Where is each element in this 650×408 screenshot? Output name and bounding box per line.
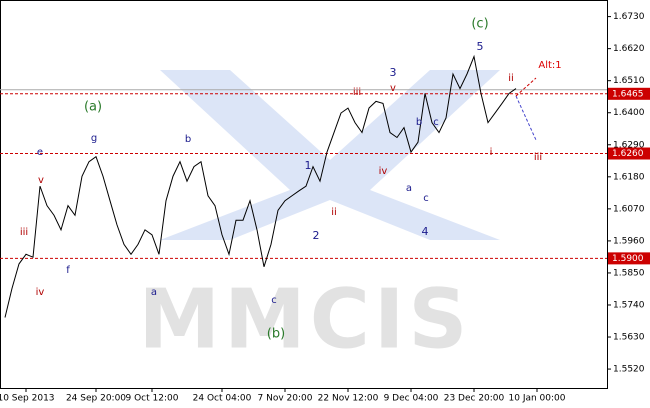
y-tick-label: 1.6510 — [613, 76, 645, 86]
wave-label: c — [271, 295, 277, 306]
wave-label: 4 — [422, 225, 429, 238]
wave-label: f — [66, 265, 70, 276]
watermark: MMCIS — [139, 272, 472, 367]
wave-label: iii — [353, 87, 361, 98]
price-line — [4, 54, 517, 318]
wave-label: 2 — [313, 229, 320, 242]
y-tick-label: 1.6400 — [613, 108, 645, 118]
wave-label: (c) — [471, 17, 488, 32]
y-tick-label: 1.6290 — [613, 140, 645, 150]
wave-label: iii — [20, 227, 28, 238]
wave-label: a — [151, 287, 157, 298]
level-label: 1.6465 — [612, 89, 644, 99]
wave-label: iii — [534, 152, 542, 163]
y-tick-label: 1.5630 — [613, 333, 645, 343]
level-box — [608, 252, 650, 265]
wave-label: c — [423, 193, 429, 204]
y-tick-label: 1.5850 — [613, 268, 645, 278]
wave-label: 1 — [305, 159, 312, 172]
x-tick-label: 22 Nov 12:00 — [318, 394, 379, 404]
y-tick-label: 1.5740 — [613, 300, 645, 310]
y-tick-label: 1.6070 — [613, 204, 645, 214]
y-tick-label: 1.6620 — [613, 44, 645, 54]
wave-label: g — [91, 133, 97, 144]
wave-label: Alt:1 — [538, 60, 561, 71]
level-label: 1.5900 — [612, 254, 644, 264]
logo — [160, 70, 500, 240]
wave-label: iv — [36, 287, 45, 298]
wave-label: b — [185, 134, 191, 145]
y-tick-label: 1.6180 — [613, 172, 645, 182]
x-tick-label: 24 Oct 04:00 — [193, 394, 252, 404]
wave-label: e — [37, 147, 43, 158]
wave-label: 3 — [390, 66, 397, 79]
alt-forecast-line — [515, 77, 537, 97]
wave-label: 5 — [477, 40, 484, 53]
x-tick-label: 23 Dec 20:00 — [444, 394, 505, 404]
wave-label: a — [406, 183, 412, 194]
wave-label: v — [38, 175, 44, 186]
wave-label: i — [490, 147, 493, 158]
level-box — [608, 87, 650, 100]
y-tick-label: 1.5960 — [613, 236, 645, 246]
level-label: 1.6260 — [612, 149, 644, 159]
x-tick-label: 24 Sep 20:00 — [66, 394, 126, 404]
wave-label: ii — [508, 73, 514, 84]
wave-label: b — [416, 117, 422, 128]
wave-label: iv — [379, 166, 388, 177]
plot-frame — [0, 0, 608, 389]
forecast-line — [515, 95, 537, 141]
wave-label: ii — [331, 207, 337, 218]
wave-label: c — [433, 117, 439, 128]
x-tick-label: 7 Nov 20:00 — [258, 394, 313, 404]
wave-label: (b) — [267, 327, 285, 342]
y-tick-label: 1.5520 — [613, 365, 645, 375]
x-tick-label: 9 Oct 12:00 — [126, 394, 179, 404]
x-tick-label: 9 Dec 04:00 — [384, 394, 439, 404]
x-tick-label: 10 Jan 00:00 — [509, 394, 566, 404]
wave-label: v — [390, 83, 396, 94]
wave-label: (a) — [84, 100, 102, 115]
x-tick-label: 10 Sep 2013 — [0, 394, 55, 404]
y-tick-label: 1.6730 — [613, 12, 645, 22]
level-box — [608, 147, 650, 160]
